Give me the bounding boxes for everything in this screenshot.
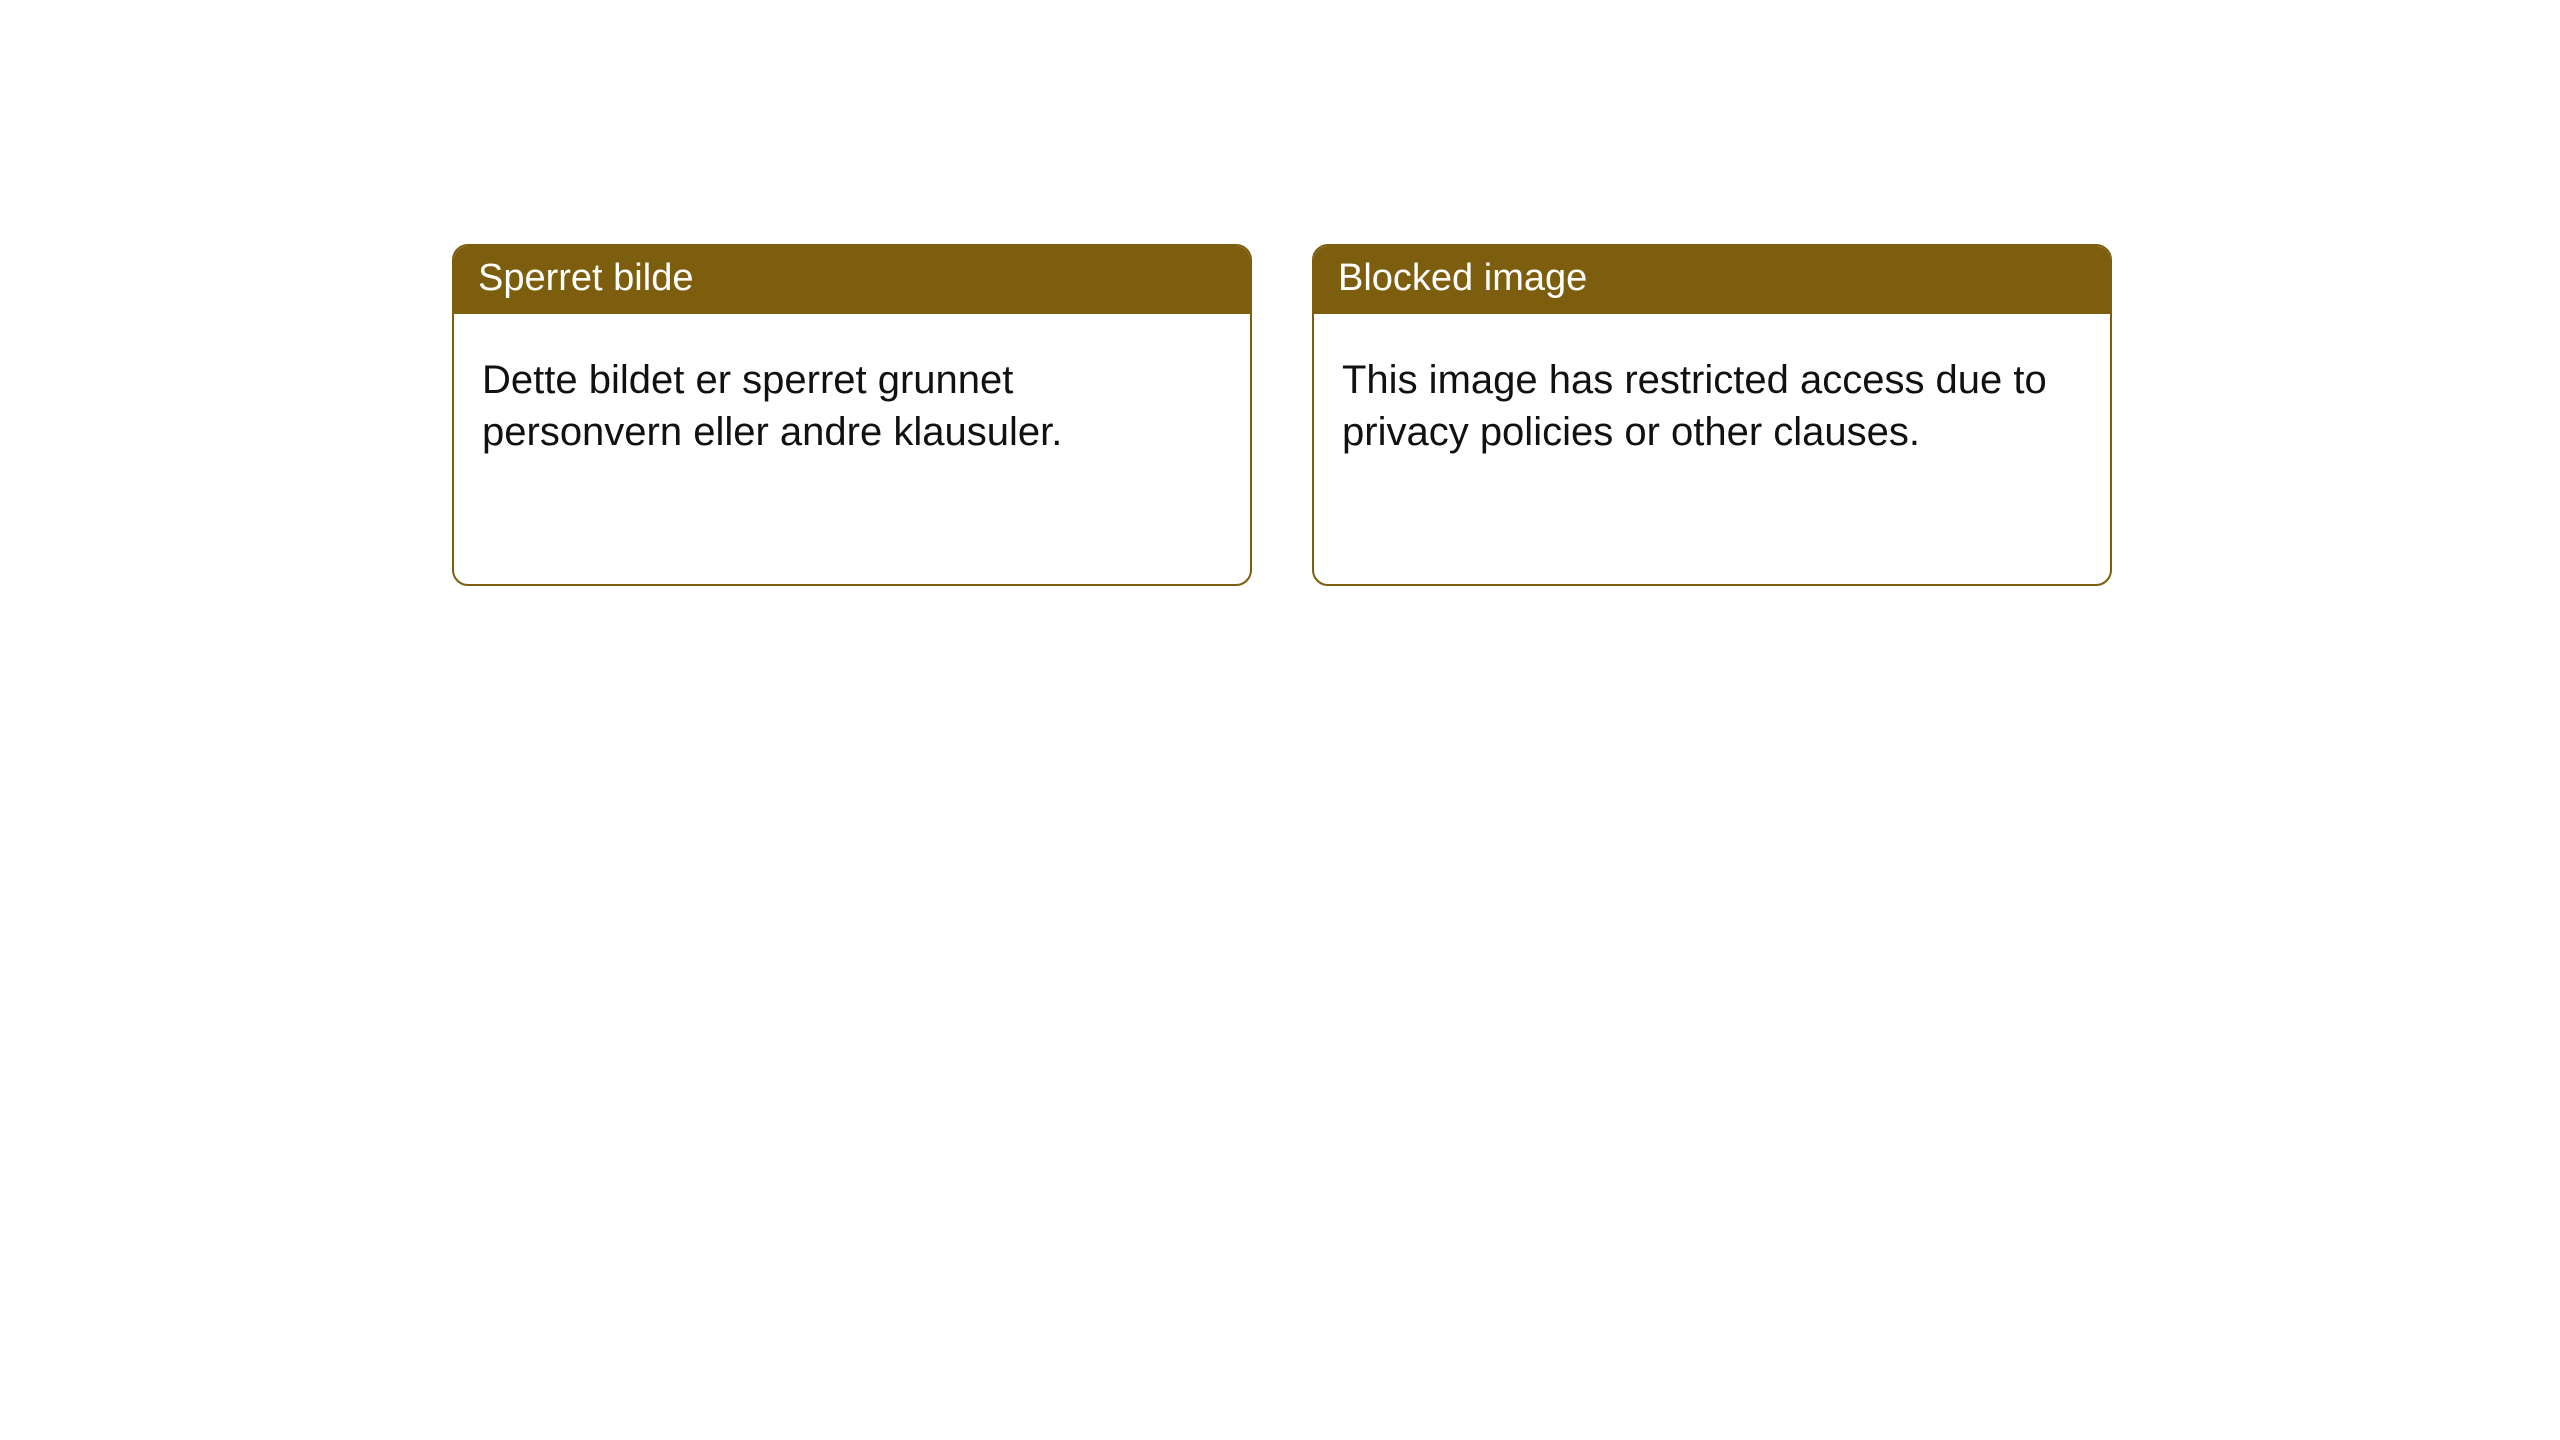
notice-body-en: This image has restricted access due to … [1314, 314, 2110, 584]
notice-box-nb: Sperret bilde Dette bildet er sperret gr… [452, 244, 1252, 586]
notice-box-en: Blocked image This image has restricted … [1312, 244, 2112, 586]
notice-header-nb: Sperret bilde [454, 246, 1250, 314]
notice-body-nb: Dette bildet er sperret grunnet personve… [454, 314, 1250, 584]
notice-container: Sperret bilde Dette bildet er sperret gr… [0, 0, 2560, 586]
notice-header-en: Blocked image [1314, 246, 2110, 314]
